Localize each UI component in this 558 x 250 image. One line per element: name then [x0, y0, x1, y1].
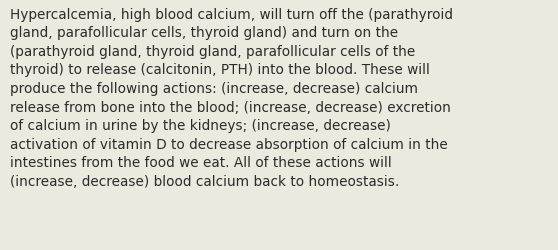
Text: Hypercalcemia, high blood calcium, will turn off the (parathyroid
gland, parafol: Hypercalcemia, high blood calcium, will …: [10, 8, 453, 188]
